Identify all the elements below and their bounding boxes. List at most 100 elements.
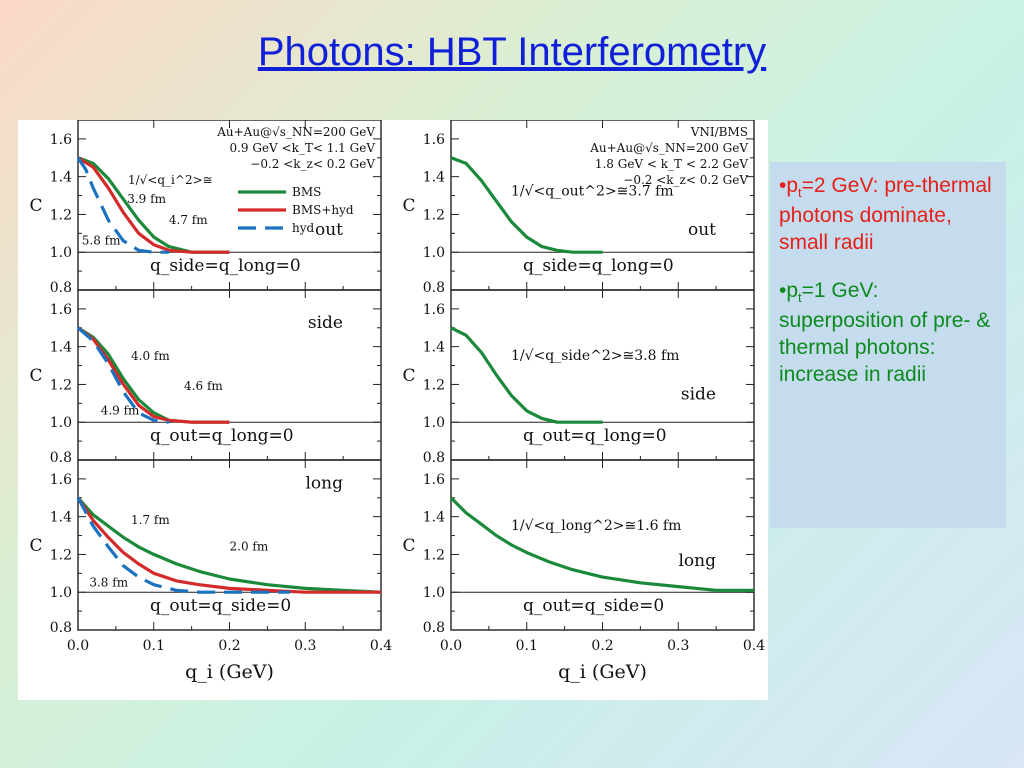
panel-right-side-series-bms — [450, 326, 603, 424]
panel-right-out-ytick-label: 1.2 — [423, 207, 445, 223]
panel-left-side-row-label: side — [308, 313, 343, 333]
panel-right-out-info-line: Au+Au@√s_NN=200 GeV — [589, 141, 748, 155]
note-pt2-sub: t — [798, 185, 802, 201]
panel-right-long-xtick-label: 0.0 — [440, 638, 462, 654]
panel-left-out-info-line: Au+Au@√s_NN=200 GeV — [216, 125, 375, 139]
panel-right-side-ylabel: C — [402, 366, 415, 386]
panel-right-side-ytick-label: 1.0 — [423, 415, 445, 431]
panel-left-long-ytick-label: 1.6 — [50, 472, 72, 488]
panel-right-long-xtick-label: 0.4 — [743, 638, 765, 654]
panel-right-out-condition: q_side=q_long=0 — [523, 256, 674, 276]
panel-right-out-info-line: VNI/BMS — [690, 125, 748, 139]
panel-left-long-xtick-label: 0.3 — [294, 638, 316, 654]
panel-right-long-xtick-label: 0.1 — [516, 638, 538, 654]
panel-left-out-series-hyd — [76, 156, 169, 254]
note-pt1: •pt=1 GeV: superposition of pre- & therm… — [779, 277, 996, 389]
panel-left-out-row-label: out — [315, 220, 343, 240]
panel-right-long-xtick-label: 0.2 — [591, 638, 613, 654]
panel-left-long-xlabel: q_i (GeV) — [185, 661, 274, 683]
panel-left-long-ytick-label: 1.4 — [50, 510, 72, 526]
panel-right-long-ytick-label: 1.0 — [423, 585, 445, 601]
panel-left-side-ytick-label: 1.6 — [50, 302, 72, 318]
note-pt2-prefix: •p — [779, 174, 799, 197]
panel-right-side-annotation: 1/√<q_side^2>≅3.8 fm — [511, 348, 679, 364]
panel-left-long-xtick-label: 0.0 — [67, 638, 89, 654]
panel-left-out-ytick-label: 1.4 — [50, 170, 72, 186]
panel-left-long-xtick-label: 0.4 — [370, 638, 392, 654]
panel-left-long-xtick-label: 0.2 — [218, 638, 240, 654]
panel-left-side-ytick-label: 1.2 — [50, 377, 72, 393]
panel-right-out-ytick-label: 1.4 — [423, 170, 445, 186]
panel-left-side-condition: q_out=q_long=0 — [150, 426, 294, 446]
panel-right-long-ytick-label: 0.8 — [423, 620, 445, 636]
panel-left-long-radius-label: 2.0 fm — [230, 540, 269, 554]
panel-left-long-radius-label: 3.8 fm — [89, 576, 128, 590]
panel-left-out-condition: q_side=q_long=0 — [150, 256, 301, 276]
panel-right-side-condition: q_out=q_long=0 — [523, 426, 667, 446]
panel-right-long-row-label: long — [678, 551, 716, 571]
panel-right-long-xlabel: q_i (GeV) — [558, 661, 647, 683]
panel-left-long-ytick-label: 1.2 — [50, 547, 72, 563]
note-pt2: •pt=2 GeV: pre-thermal photons dominate,… — [779, 172, 996, 257]
panel-left-out-legend-label: BMS — [292, 185, 321, 199]
panel-left-out-ytick-label: 1.0 — [50, 245, 72, 261]
panel-right-long-ytick-label: 1.2 — [423, 547, 445, 563]
panel-right-out-info-line: −0.2 <k_z< 0.2 GeV — [623, 173, 748, 187]
panel-left-out-legend-label: hyd — [292, 221, 315, 235]
panel-left-long-radius-label: 1.7 fm — [131, 513, 170, 527]
panel-right-long-ytick-label: 1.4 — [423, 510, 445, 526]
panel-left-side-ytick-label: 0.8 — [50, 450, 72, 466]
panel-left-out-info-line: 0.9 GeV <k_T< 1.1 GeV — [229, 141, 375, 155]
panel-left-long-series-bms — [76, 496, 382, 594]
panel-right-side-row-label: side — [681, 385, 716, 405]
panel-right-long-annotation: 1/√<q_long^2>≅1.6 fm — [511, 518, 681, 534]
panel-left-long-ylabel: C — [29, 536, 42, 556]
panel-right-long-xtick-label: 0.3 — [667, 638, 689, 654]
panel-left-long-ytick-label: 1.0 — [50, 585, 72, 601]
panel-left-side-ytick-label: 1.0 — [50, 415, 72, 431]
panel-left-long-row-label: long — [305, 473, 343, 493]
panel-left-out-radius-label: 3.9 fm — [127, 192, 166, 206]
panel-left-long-series-bms-hyd — [76, 496, 381, 594]
panel-right-side-ytick-label: 0.8 — [423, 450, 445, 466]
panel-right-side-ytick-label: 1.4 — [423, 340, 445, 356]
panel-left-out-annotation: 1/√<q_i^2>≅ — [128, 173, 213, 187]
panel-right-out-ylabel: C — [402, 196, 415, 216]
panel-right-side-ytick-label: 1.2 — [423, 377, 445, 393]
panel-left-out-radius-label: 4.7 fm — [169, 213, 208, 227]
panel-right-long-series-bms — [449, 496, 754, 592]
panel-left-long-ytick-label: 0.8 — [50, 620, 72, 636]
panel-right-out-ytick-label: 0.8 — [423, 280, 445, 296]
panel-right-out-row-label: out — [688, 220, 716, 240]
panel-right-side-ytick-label: 1.6 — [423, 302, 445, 318]
panel-right-long-ytick-label: 1.6 — [423, 472, 445, 488]
panel-left-side-ytick-label: 1.4 — [50, 340, 72, 356]
panel-left-out-legend-label: BMS+hyd — [292, 203, 354, 217]
panel-left-out-info-line: −0.2 <k_z< 0.2 GeV — [250, 157, 375, 171]
panel-left-out-series-bms-hyd — [77, 156, 230, 254]
panel-right-out-series-bms — [450, 156, 603, 254]
panel-left-long-xtick-label: 0.1 — [143, 638, 165, 654]
note-pt1-prefix: •p — [779, 278, 799, 302]
panel-left-side-radius-label: 4.6 fm — [184, 379, 223, 393]
note-pt1-sub: t — [798, 289, 802, 305]
panel-right-long-ylabel: C — [402, 536, 415, 556]
panel-right-out-ytick-label: 1.0 — [423, 245, 445, 261]
panel-right-long-condition: q_out=q_side=0 — [523, 596, 664, 616]
panel-right-out-ytick-label: 1.6 — [423, 132, 445, 148]
panel-right-out-info-line: 1.8 GeV < k_T < 2.2 GeV — [595, 157, 748, 171]
notes-panel: •pt=2 GeV: pre-thermal photons dominate,… — [770, 162, 1006, 528]
panel-left-side-radius-label: 4.0 fm — [131, 349, 170, 363]
panel-left-out-ytick-label: 0.8 — [50, 280, 72, 296]
panel-left-side-radius-label: 4.9 fm — [101, 404, 140, 418]
panel-right-out-annotation: 1/√<q_out^2>≅3.7 fm — [511, 184, 674, 200]
note-pt1-text: =1 GeV: superposition of pre- & thermal … — [779, 278, 991, 387]
panel-left-out-ytick-label: 1.6 — [50, 132, 72, 148]
page-title: Photons: HBT Interferometry — [257, 30, 767, 74]
note-pt2-text: =2 GeV: pre-thermal photons dominate, sm… — [779, 174, 992, 255]
panel-left-side-ylabel: C — [29, 366, 42, 386]
panel-left-out-ylabel: C — [29, 196, 42, 216]
panel-left-out-ytick-label: 1.2 — [50, 207, 72, 223]
